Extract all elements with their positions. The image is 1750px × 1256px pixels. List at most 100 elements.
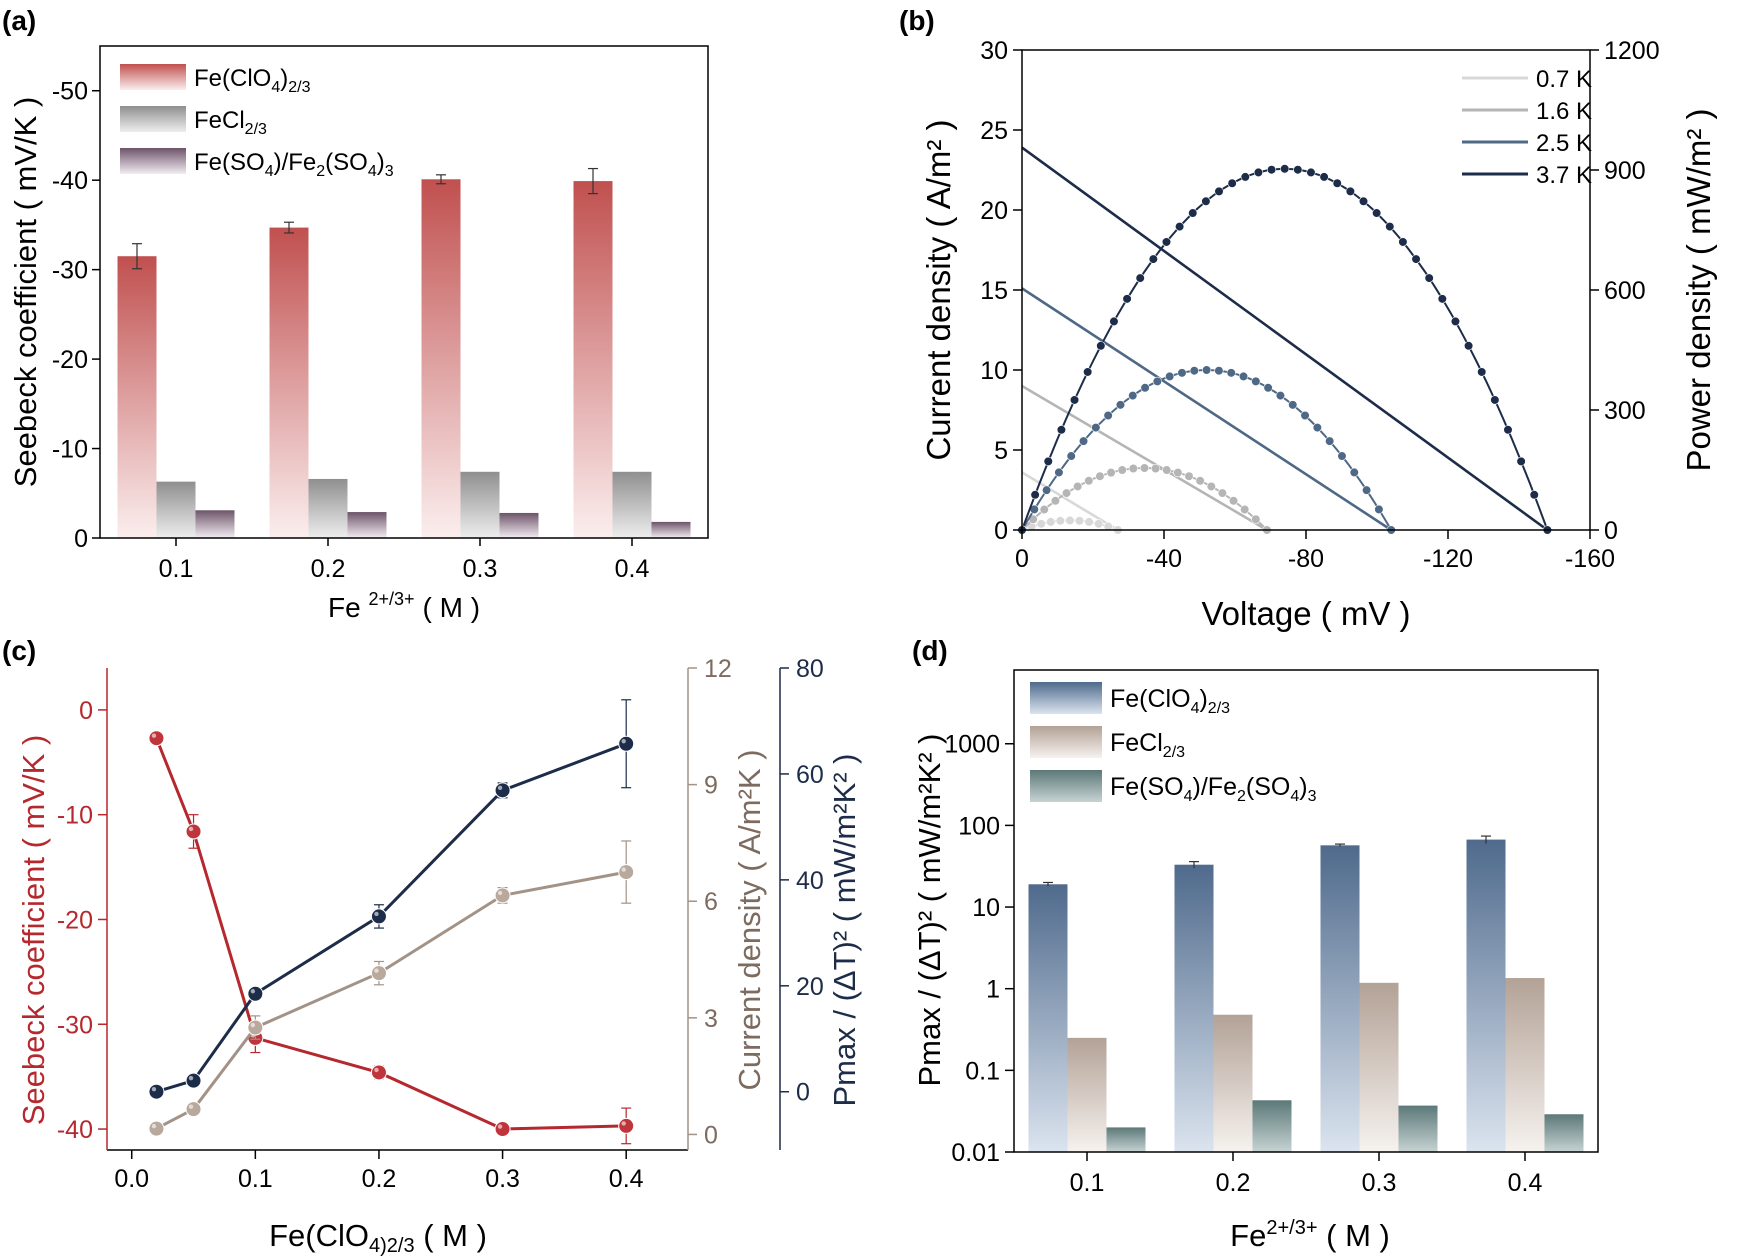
panel-b-power-point: [1217, 488, 1228, 498]
panel-c-point-2: [370, 908, 387, 925]
panel-a-y-tick-label: -30: [52, 257, 88, 285]
panel-b-power-point: [1240, 504, 1250, 515]
panel-b-legend: 0.7 K 1.6 K 2.5 K 3.7 K: [1462, 66, 1592, 189]
panel-b-power-point: [1300, 410, 1310, 421]
panel-b-power-point: [1055, 516, 1065, 526]
panel-b-x-tick-label: -40: [1146, 545, 1182, 573]
panel-b-power-point: [1083, 367, 1093, 377]
panel-b-power-point: [1345, 186, 1355, 196]
panel-b-power-point: [1516, 456, 1526, 466]
panel-b-power-point: [1122, 294, 1132, 304]
panel-b-left-y-tick-label: 5: [994, 437, 1008, 465]
panel-b-power-point: [1117, 465, 1127, 475]
panel-c-line-1: [155, 870, 627, 1130]
panel-c-axes: 0.0 0.1 0.2 0.3 0.4 0 -10 -20 -30 -40 0 3 6 9 12 0 20 40 6…: [57, 655, 824, 1193]
panel-b-power-point: [1228, 496, 1239, 506]
panel-c-line-0: [155, 737, 627, 1131]
panel-b-power-point: [1084, 476, 1094, 486]
panel-d-x-tick-label: 0.1: [1070, 1169, 1105, 1197]
panel-a-y-tick-label: -10: [52, 436, 88, 464]
panel-c-x-tick-label: 0.2: [362, 1165, 397, 1193]
panel-c-left-y-tick-label: -10: [57, 802, 93, 830]
panel-c-right2-y-axis-label: Pmax / (ΔT)² ( mW/m²K² ): [827, 753, 862, 1106]
panel-b-power-point: [1095, 471, 1105, 481]
panel-b-right-y-tick-label: 900: [1604, 157, 1646, 185]
panel-a-bar-0-3: [573, 181, 613, 539]
panel-b-power-point: [1188, 208, 1198, 218]
panel-c-left-y-tick-label: 0: [79, 697, 93, 725]
panel-b-power-point: [1173, 468, 1183, 478]
panel-a-y-tick-label: -20: [52, 346, 88, 374]
panel-b-power-point: [1078, 436, 1089, 446]
panel-a-bar-2-2: [499, 512, 539, 538]
panel-a: (a) 0.1 0.2 0.3 0.4 -50 -40 -30 -20 -10 0 Fe(ClO4…: [2, 5, 709, 623]
panel-b-power-point: [1043, 456, 1053, 466]
panel-b-power-point: [1337, 451, 1347, 461]
panel-d-bar-2-1: [1252, 1100, 1292, 1152]
panel-d-x-axis-label: Fe2+/3+ ( M ): [1230, 1217, 1390, 1253]
panel-c-right1-y-tick-label: 9: [704, 772, 718, 800]
panel-b-power-point: [1091, 423, 1101, 433]
panel-a-legend-label-0: Fe(ClO4)2/3: [194, 65, 311, 96]
panel-b-jv-line-0: [1021, 471, 1119, 532]
panel-b-power-point: [1065, 515, 1075, 526]
panel-b-power-point: [1201, 196, 1211, 206]
panel-b-power-point: [1385, 221, 1395, 232]
panel-b-power-point: [1306, 167, 1316, 178]
panel-c-right2-y-tick-label: 60: [796, 761, 824, 789]
panel-d-bar-0-3: [1466, 839, 1506, 1152]
panel-b-left-y-tick-label: 20: [980, 197, 1008, 225]
panel-b-power-point: [1266, 165, 1277, 175]
panel-b-power-point: [1046, 517, 1056, 527]
panel-c-point-0: [494, 1121, 511, 1138]
panel-b-power-point: [1050, 496, 1061, 506]
panel-b-plot-frame: [1021, 49, 1591, 531]
panel-d-plot-frame: [1013, 669, 1599, 1153]
panel-b-left-y-tick-label: 10: [980, 357, 1008, 385]
panel-c-right1-y-tick-label: 6: [704, 888, 718, 916]
panel-b-left-y-tick-label: 30: [980, 37, 1008, 65]
panel-d-y-tick-label: 0.1: [965, 1057, 1000, 1085]
panel-b-power-point: [1275, 391, 1286, 401]
panel-d-x-tick-label: 0.4: [1508, 1169, 1543, 1197]
panel-c-point-highlight: [151, 1123, 157, 1129]
panel-b-power-point: [1437, 294, 1447, 304]
panel-c-point-highlight: [497, 890, 503, 896]
panel-d-legend-swatch-1: [1030, 726, 1102, 758]
panel-d-x-tick-label: 0.3: [1362, 1169, 1397, 1197]
panel-b-power-point: [1240, 172, 1250, 182]
panel-d-axes: 0.1 0.2 0.3 0.4 0.01 0.1 1 10 100 1000: [944, 731, 1542, 1197]
panel-a-bar-1-2: [460, 471, 500, 538]
panel-b-power-point: [1201, 365, 1212, 375]
panel-b-power-point: [1054, 467, 1064, 478]
panel-b-power-point: [1206, 481, 1216, 492]
panel-c-right1-y-tick-label: 0: [704, 1121, 718, 1149]
panel-b-power-point: [1115, 400, 1126, 410]
panel-d-bar-1-1: [1213, 1014, 1253, 1152]
panel-c-right2-y-tick-label: 0: [796, 1079, 810, 1107]
panel-d-y-axis-label: Pmax / (ΔT)² ( mW/m²K² ): [912, 733, 947, 1086]
panel-b-power-point: [1066, 451, 1076, 461]
panel-b-power-point: [1073, 481, 1083, 492]
panel-b-jv-line-2: [1021, 287, 1392, 532]
panel-b-power-point: [1161, 237, 1172, 247]
panel-b-left-y-axis-label: Current density ( A/m² ): [920, 119, 957, 460]
panel-c-point-highlight: [250, 989, 256, 994]
panel-c-point-1: [185, 1101, 202, 1118]
panel-c-right2-y-tick-label: 20: [796, 973, 824, 1001]
panel-d-bar-2-0: [1106, 1127, 1146, 1152]
panel-a-x-tick-label: 0.3: [463, 555, 498, 583]
panel-b: (b) 0 -40 -80 -120 -160051015202530030060090…: [899, 5, 1717, 632]
panel-b-power-point: [1139, 463, 1150, 473]
panel-b-power-point: [1096, 341, 1106, 351]
panel-a-bar-1-0: [156, 481, 196, 538]
panel-c-point-1: [618, 864, 635, 881]
panel-c-right2-y-tick-label: 80: [796, 655, 824, 683]
panel-c-point-2: [494, 782, 511, 799]
panel-d-legend: Fe(ClO4)2/3 FeCl2/3 Fe(SO4)/Fe2(SO4)3: [1030, 682, 1317, 805]
panel-c-point-2: [185, 1072, 202, 1089]
panel-b-power-point: [1361, 485, 1372, 495]
panel-d-y-tick-label: 1: [986, 976, 1000, 1004]
panel-a-bar-1-3: [612, 471, 652, 538]
panel-b-legend-label-0: 0.7 K: [1536, 66, 1592, 93]
